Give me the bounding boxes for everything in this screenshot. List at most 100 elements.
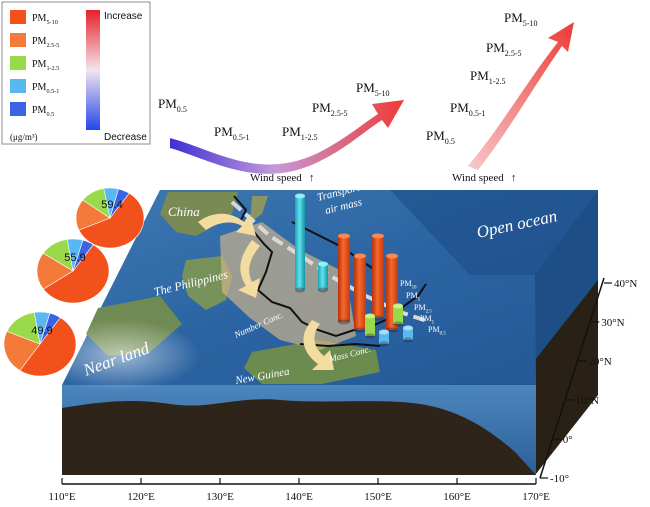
bar-base-1	[318, 287, 328, 293]
bar-0	[295, 193, 305, 293]
pie-2-slice-1	[3, 331, 41, 371]
bar-label-0-main: PM	[400, 279, 412, 288]
bar-label-0-sub: 10	[412, 286, 417, 291]
legend-label-1: PM2.5-5	[32, 36, 59, 49]
legend-label-0-main: PM	[32, 13, 47, 24]
lat-tick-label-5: -10°	[550, 473, 569, 485]
bar-body-9	[403, 328, 413, 340]
lat-ticks: 40°N 30°N 20°N 10°N 0° -10°	[540, 278, 637, 485]
pie-2-slice-0	[19, 317, 77, 377]
lon-tick-label-4: 150°E	[364, 491, 392, 503]
pie-1-value: 55.9	[64, 252, 85, 264]
bar-base-8	[379, 341, 389, 347]
right-arrow-label-4: PM5-10	[504, 10, 538, 28]
right-arrow-label-2: PM1-2.5	[470, 68, 506, 86]
pie-1-slice-0	[42, 244, 110, 304]
land-new-guinea	[244, 340, 380, 384]
bar-label-3-main: PM	[420, 314, 432, 323]
left-arrow-label-1-sub: 0.5-1	[233, 133, 250, 142]
left-arrow-label-0-main: PM	[158, 96, 177, 111]
bar-cap-6	[365, 313, 375, 319]
bar-base-3	[354, 327, 366, 333]
lat-tick-label-4: 0°	[563, 434, 573, 446]
pie-2-slice-4	[39, 312, 61, 345]
land-china	[160, 192, 238, 236]
bar-base-9	[403, 337, 413, 343]
bar-base-6	[365, 333, 375, 339]
bar-label-3-sub: 1	[432, 321, 435, 326]
bar-base-5	[386, 327, 398, 333]
curved-arrow-new-guinea	[303, 320, 334, 370]
bar-cap-7	[393, 303, 403, 309]
bar-base-2	[338, 319, 350, 325]
lon-tick-label-3: 140°E	[285, 491, 313, 503]
legend-unit: (μg/m³)	[10, 132, 38, 142]
bar-base-7	[393, 321, 403, 327]
lat-axis-line	[539, 277, 605, 479]
right-arrow-label-0-sub: 0.5	[445, 137, 455, 146]
latitude-axis: 40°N 30°N 20°N 10°N 0° -10°	[539, 277, 637, 485]
lon-ticks: 110°E 120°E 130°E 140°E 150°E 160°E 170°E	[48, 478, 550, 503]
bar-base-0	[295, 287, 305, 293]
left-arrow-label-3-sub: 2.5-5	[331, 109, 348, 118]
bar-4	[372, 233, 384, 321]
right-size-arrow	[468, 22, 574, 170]
legend-label-0-sub: 5-10	[46, 19, 57, 26]
bar-label-1: PM5	[406, 291, 421, 303]
longitude-axis: 110°E 120°E 130°E 140°E 150°E 160°E 170°E	[48, 478, 550, 503]
bar-label-0: PM10	[400, 279, 417, 291]
legend-color-scale	[86, 10, 100, 130]
left-size-arrow	[170, 100, 404, 174]
near-land-glow	[40, 319, 200, 391]
lat-tick-label-0: 40°N	[614, 278, 637, 290]
left-arrow-label-1-main: PM	[214, 124, 233, 139]
right-arrow-label-0-main: PM	[426, 128, 445, 143]
right-arrow-label-3-main: PM	[486, 40, 505, 55]
legend-swatch-3	[10, 79, 26, 93]
bar-cap-1	[318, 261, 328, 267]
bar-body-2	[338, 236, 350, 322]
legend-label-3-main: PM	[32, 82, 47, 93]
right-arrow-label-1-sub: 0.5-1	[469, 109, 486, 118]
deep-ocean-zone	[390, 190, 598, 275]
right-arrow-label-3: PM2.5-5	[486, 40, 522, 58]
lon-tick-label-2: 130°E	[206, 491, 234, 503]
right-arrow-label-1-main: PM	[450, 100, 469, 115]
right-arrow-label-4-main: PM	[504, 10, 523, 25]
lat-tick-label-2: 20°N	[588, 356, 611, 368]
bar-6	[365, 313, 375, 339]
legend-swatch-2	[10, 56, 26, 70]
legend-label-1-sub: 2.5-5	[46, 42, 59, 49]
bar-cap-4	[372, 233, 384, 239]
bar-body-0	[295, 196, 305, 290]
legend-label-2-main: PM	[32, 59, 47, 70]
land-philippines	[182, 256, 232, 310]
pie-2: 49.9	[3, 311, 77, 377]
bar-cap-3	[354, 253, 366, 259]
pie-2-value: 49.9	[31, 325, 52, 337]
legend-label-4-sub: 0.5	[46, 111, 54, 118]
legend-label-2: PM1-2.5	[32, 59, 59, 72]
left-arrow-label-4-main: PM	[356, 80, 375, 95]
right-arrow-label-4-sub: 5-10	[523, 19, 538, 28]
legend-label-0: PM5-10	[32, 13, 58, 26]
left-arrow-shape	[170, 100, 404, 174]
pie-1-slice-4	[72, 239, 94, 272]
wind-speed-right-arrow-icon: ↑	[511, 172, 517, 184]
bar-cap-8	[379, 329, 389, 335]
lat-tick-label-3: 10°N	[576, 395, 599, 407]
pie-0-value: 59.4	[101, 199, 122, 211]
lon-tick-label-1: 120°E	[127, 491, 155, 503]
pie-charts: 59.4 55.9 49.9	[3, 187, 145, 377]
left-arrow-label-2-sub: 1-2.5	[301, 133, 318, 142]
left-arrow-label-3: PM2.5-5	[312, 100, 348, 118]
legend-label-2-sub: 1-2.5	[46, 65, 59, 72]
right-arrow-shape	[468, 22, 574, 170]
concentration-bars	[295, 193, 413, 347]
pie-0: 59.4	[75, 187, 145, 249]
legend-swatch-4	[10, 102, 26, 116]
left-arrow-label-0-sub: 0.5	[177, 105, 187, 114]
bar-body-7	[393, 306, 403, 324]
